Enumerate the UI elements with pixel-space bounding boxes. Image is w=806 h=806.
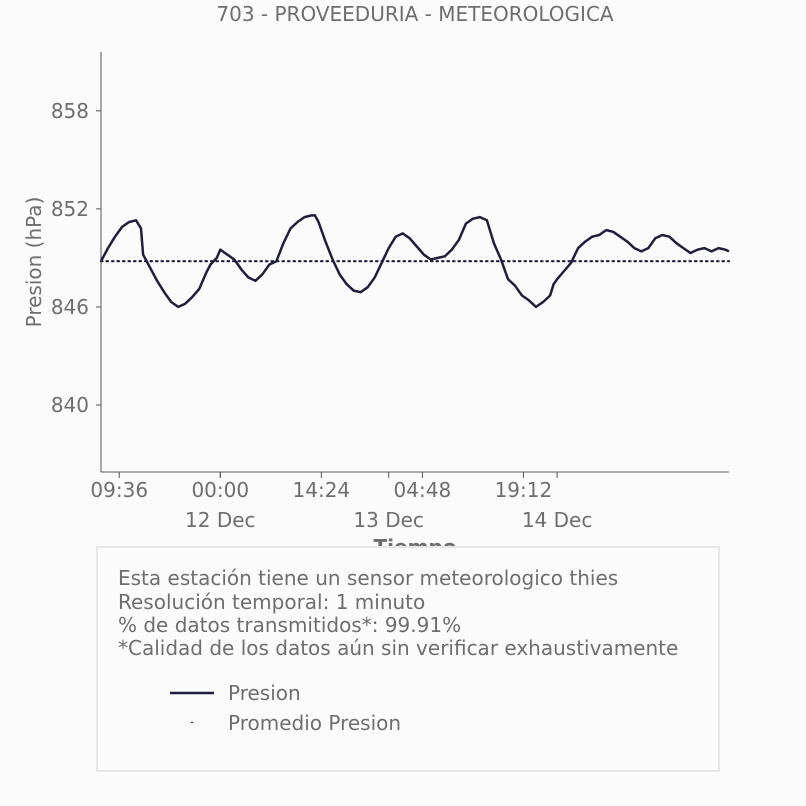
legend-label-promedio: Promedio Presion xyxy=(228,711,402,735)
info-line-resolution: Resolución temporal: 1 minuto xyxy=(118,590,426,614)
legend-swatch-promedio xyxy=(190,721,194,723)
x-tick-label: 09:36 xyxy=(90,478,148,502)
info-line-transmitted: % de datos transmitidos*: 99.91% xyxy=(118,613,462,637)
legend-swatches xyxy=(170,691,214,723)
x-date-label: 12 Dec xyxy=(185,508,256,532)
x-tick-label: 14:24 xyxy=(293,478,351,502)
info-box: Esta estación tiene un sensor meteorolog… xyxy=(96,546,720,772)
y-tick-label: 858 xyxy=(51,99,89,123)
x-date-label: 14 Dec xyxy=(522,508,593,532)
x-date-label: 13 Dec xyxy=(353,508,424,532)
x-tick-label: 19:12 xyxy=(495,478,553,502)
chart-title: 703 - PROVEEDURIA - METEOROLOGICA xyxy=(216,2,614,26)
x-tick-label: 00:00 xyxy=(191,478,249,502)
y-tick-label: 840 xyxy=(51,393,89,417)
info-line-sensor: Esta estación tiene un sensor meteorolog… xyxy=(118,566,619,590)
y-tick-label: 846 xyxy=(51,295,89,319)
y-axis-label: Presion (hPa) xyxy=(22,197,46,328)
legend-label-presion: Presion xyxy=(228,681,301,705)
info-line-quality: *Calidad de los datos aún sin verificar … xyxy=(118,636,679,660)
series-line-presion xyxy=(99,214,730,309)
x-tick-label: 04:48 xyxy=(394,478,452,502)
y-tick-label: 852 xyxy=(51,197,89,221)
